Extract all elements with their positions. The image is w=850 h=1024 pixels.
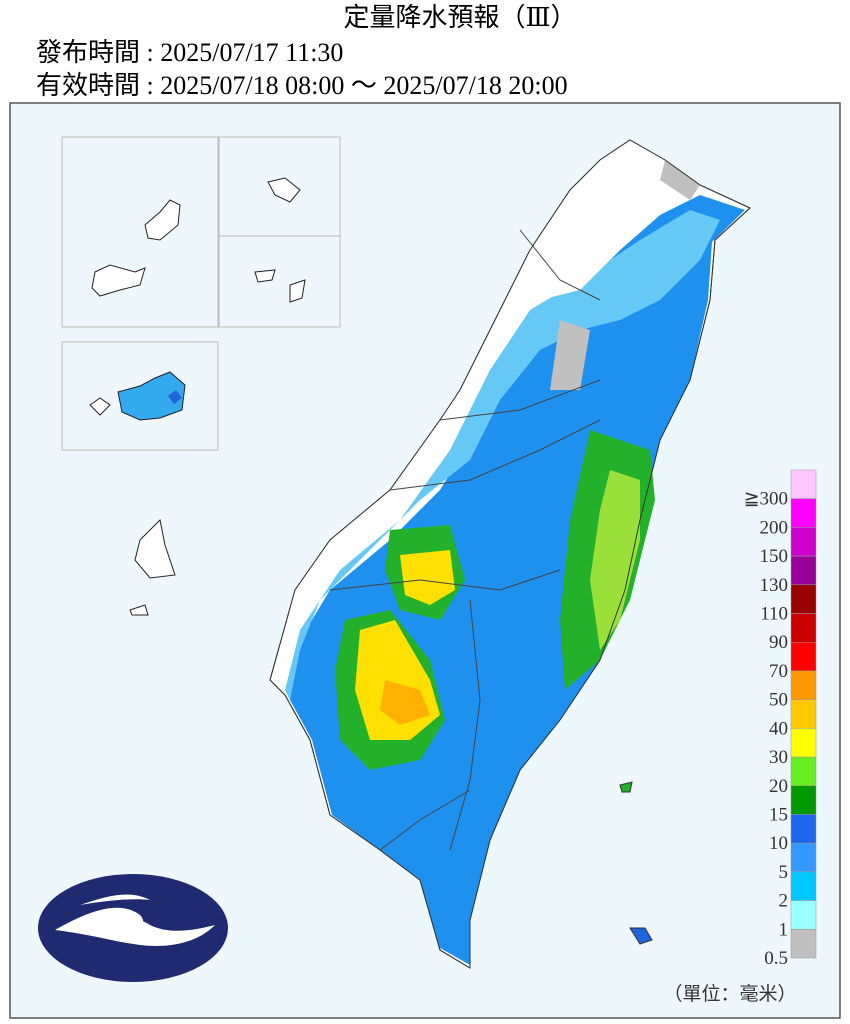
taiwan [269,139,751,969]
legend-label: 40 [769,718,788,739]
valid-time: 有效時間 : 2025/07/18 08:00 ～ 2025/07/18 20:… [36,71,568,100]
orchid-island [629,927,653,945]
legend-label: 0.5 [764,948,788,969]
legend-swatch [790,555,817,586]
title: 定量降水預報（Ⅲ） [343,3,576,32]
unit-label: （單位：毫米） [663,983,796,1005]
legend-label: 5 [779,862,789,883]
legend-label: 70 [769,661,788,682]
legend-swatch [790,756,817,787]
islands [89,177,306,616]
legend-swatch [790,871,817,901]
legend-label: 2 [779,891,789,912]
legend-label: 130 [760,575,789,596]
legend-label: 30 [769,747,788,768]
logo [38,874,228,982]
legend-label: ≧300 [744,489,788,510]
legend-swatch [790,728,817,758]
legend-label: 20 [769,776,788,797]
legend-label: 110 [760,604,788,625]
legend-swatch [790,785,817,815]
legend: ≧300 200 150 130 110 90 70 50 40 30 20 15 10 5 2 1 0.5 [744,469,817,969]
legend-swatch [790,842,817,873]
kinmen [117,371,186,421]
green-island [619,781,633,793]
insets [61,136,341,451]
legend-label: 150 [760,546,789,567]
legend-swatch [790,814,817,844]
legend-swatch [790,527,817,557]
legend-swatch [790,584,817,614]
legend-label: 15 [769,804,788,825]
kinmen-core [168,390,182,404]
legend-swatch [790,670,817,700]
legend-swatch [790,699,817,729]
legend-swatch [790,929,817,959]
legend-label: 200 [760,517,789,538]
legend-swatch [790,641,817,672]
legend-swatch [790,613,817,643]
legend-label: 10 [769,833,788,854]
legend-swatch [790,469,817,499]
legend-swatch [790,498,817,528]
issue-time: 發布時間 : 2025/07/17 11:30 [36,38,343,67]
legend-label: 1 [779,919,789,940]
legend-swatch [790,900,817,930]
legend-label: 90 [769,632,788,653]
legend-label: 50 [769,690,788,711]
